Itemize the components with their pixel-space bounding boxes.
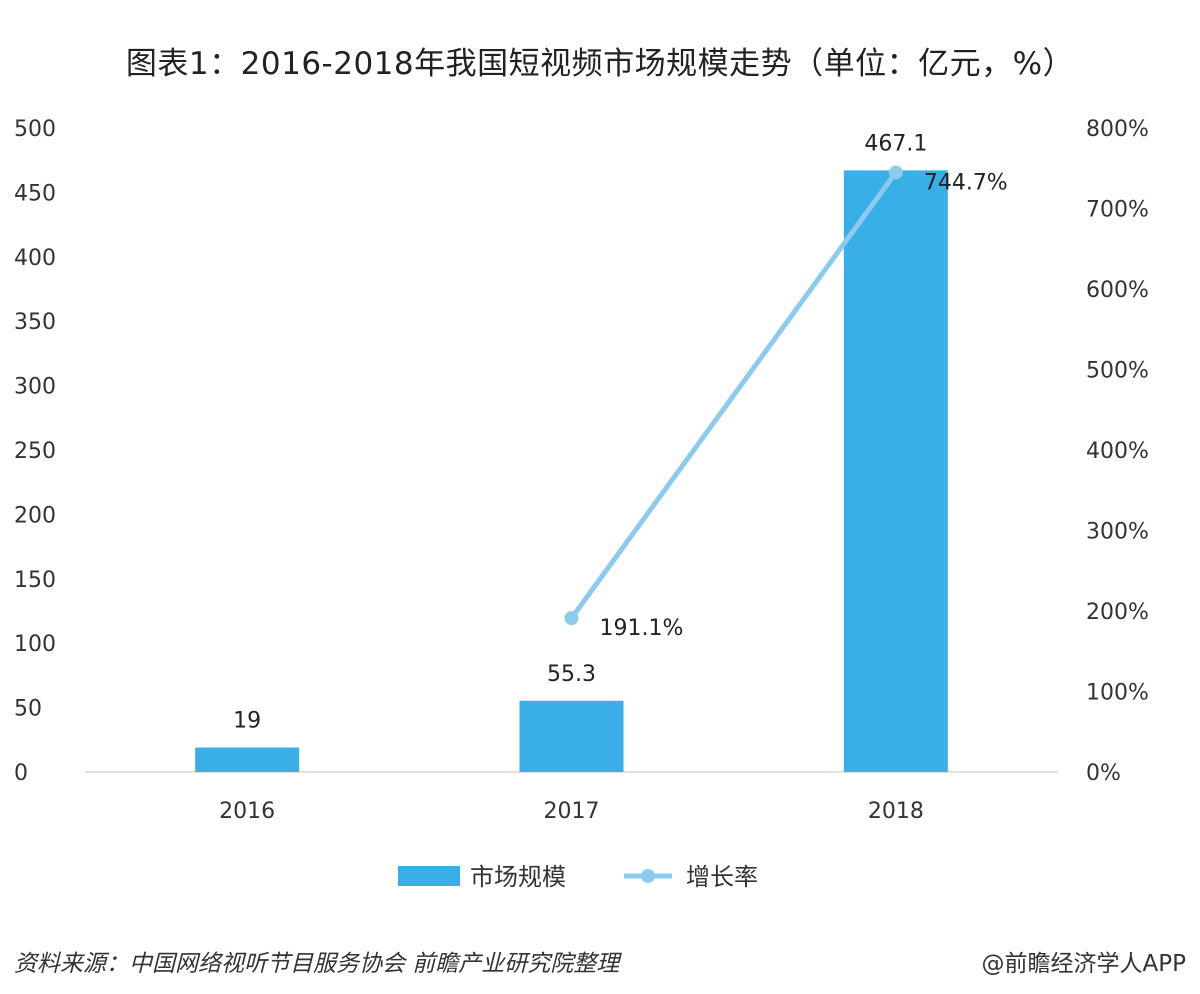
x-tick-label-2018: 2018 [868,799,924,824]
growth-point-2018 [888,165,903,180]
y-left-tick-label: 250 [14,439,56,464]
y-left-tick-label: 400 [14,246,56,271]
bar-series [195,170,948,773]
bar-label-2017: 55.3 [547,662,596,687]
legend-label-bar: 市场规模 [470,863,566,891]
right-axis: 0% 100% 200% 300% 400% 500% 600% 700% 800% [1086,117,1149,786]
y-left-tick-label: 500 [14,117,56,142]
y-left-tick-label: 0 [14,761,28,786]
y-right-tick-label: 600% [1086,278,1149,303]
y-left-tick-label: 300 [14,375,56,400]
line-series [564,165,903,626]
bar-data-labels: 19 55.3 467.1 [233,131,927,733]
bar-2018 [843,170,948,773]
legend-swatch-bar [398,866,460,886]
left-axis: 0 50 100 150 200 250 300 350 400 450 500 [14,117,56,786]
growth-line [569,170,899,621]
chart-title: 图表1：2016-2018年我国短视频市场规模走势（单位：亿元，%） [125,46,1075,82]
legend-label-line: 增长率 [686,863,758,891]
y-left-tick-label: 200 [14,503,56,528]
growth-label-2017: 191.1% [600,616,684,641]
y-right-tick-label: 700% [1086,198,1149,223]
y-right-tick-label: 0% [1086,761,1121,786]
bar-2016 [195,747,300,772]
y-left-tick-label: 50 [14,697,42,722]
y-right-tick-label: 300% [1086,520,1149,545]
growth-label-2018: 744.7% [924,171,1008,196]
y-right-tick-label: 100% [1086,681,1149,706]
legend: 市场规模 增长率 [398,863,758,891]
credit-note: @前瞻经济学人APP [981,951,1186,977]
y-left-tick-label: 100 [14,632,56,657]
bar-2017 [519,700,624,772]
y-right-tick-label: 500% [1086,359,1149,384]
bar-label-2018: 467.1 [864,131,927,156]
line-data-labels: 191.1% 744.7% [600,171,1008,642]
y-right-tick-label: 800% [1086,117,1149,142]
y-right-tick-label: 400% [1086,439,1149,464]
x-tick-label-2016: 2016 [219,799,275,824]
bar-label-2016: 19 [233,709,261,734]
y-right-tick-label: 200% [1086,600,1149,625]
growth-point-2017 [564,611,579,626]
legend-swatch-marker [641,869,655,883]
y-left-tick-label: 150 [14,568,56,593]
source-note: 资料来源：中国网络视听节目服务协会 前瞻产业研究院整理 [14,951,620,977]
x-axis-ticks: 2016 2017 2018 [219,799,924,824]
y-left-tick-label: 350 [14,310,56,335]
y-left-tick-label: 450 [14,181,56,206]
x-tick-label-2017: 2017 [544,799,600,824]
